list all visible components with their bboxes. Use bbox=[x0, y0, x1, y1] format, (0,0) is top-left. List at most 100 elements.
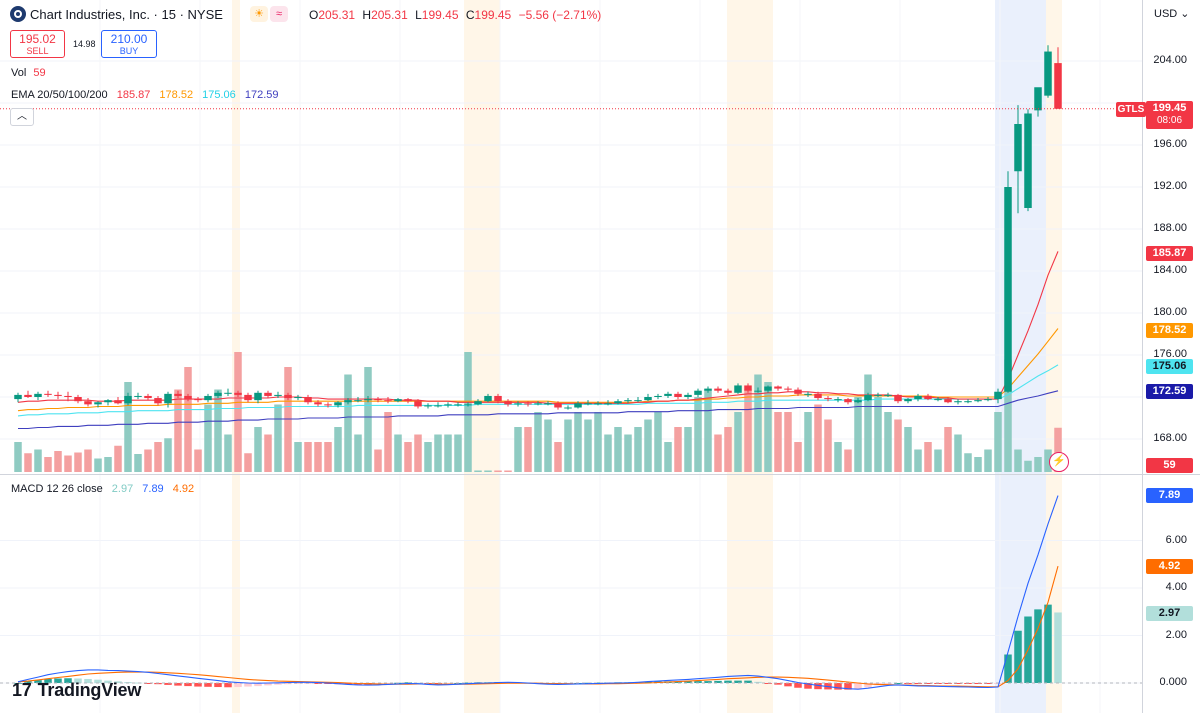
alert-bolt-icon[interactable]: ⚡ bbox=[1049, 452, 1069, 472]
ema50-price-label: 178.52 bbox=[1146, 323, 1193, 338]
buy-button[interactable]: 210.00 BUY bbox=[101, 30, 157, 58]
candle-body bbox=[164, 393, 172, 404]
candle-body bbox=[854, 400, 862, 403]
macd-histogram-bar bbox=[1034, 609, 1042, 683]
candle-body bbox=[74, 397, 82, 402]
symbol-title[interactable]: Chart Industries, Inc. · 15 · NYSE bbox=[30, 7, 223, 22]
dividends-wave-icon[interactable]: ≈ bbox=[270, 6, 288, 22]
macd-histogram-bar bbox=[804, 683, 812, 689]
macd-histogram-bar bbox=[814, 683, 822, 690]
volume-bar bbox=[1014, 449, 1022, 472]
session-backgrounds bbox=[232, 0, 1062, 713]
candle-body bbox=[934, 399, 942, 401]
macd-histogram-bar bbox=[254, 683, 262, 687]
volume-bar bbox=[514, 427, 522, 472]
macd-histogram-bar bbox=[844, 683, 852, 690]
volume-bar bbox=[164, 438, 172, 472]
volume-bar bbox=[984, 449, 992, 472]
candle-body bbox=[44, 393, 52, 395]
volume-bar bbox=[944, 427, 952, 472]
volume-bar bbox=[504, 470, 512, 472]
volume-bar bbox=[334, 427, 342, 472]
candle-body bbox=[674, 393, 682, 397]
candle-body bbox=[544, 403, 552, 405]
candle-body bbox=[614, 401, 622, 404]
volume-bar bbox=[204, 404, 212, 472]
candle-body bbox=[494, 395, 502, 402]
volume-legend[interactable]: Vol 59 bbox=[11, 67, 46, 79]
current-price-label: 199.45 08:06 bbox=[1146, 101, 1193, 129]
volume-bar bbox=[804, 412, 812, 472]
macd-histogram-bar bbox=[784, 683, 792, 687]
candle-body bbox=[754, 390, 762, 392]
candle-body bbox=[34, 393, 42, 397]
volume-bar bbox=[234, 352, 242, 472]
volume-bar bbox=[154, 442, 162, 472]
volume-bar bbox=[594, 412, 602, 472]
candle-body bbox=[524, 403, 532, 405]
candle-body bbox=[984, 399, 992, 401]
macd-tick-label: 6.00 bbox=[1165, 533, 1187, 546]
price-tick-label: 196.00 bbox=[1153, 138, 1187, 150]
currency-selector[interactable]: USD ⌄ bbox=[1154, 8, 1190, 20]
volume-bar bbox=[1004, 359, 1012, 472]
macd-histogram-bar bbox=[234, 683, 242, 688]
volume-bar bbox=[194, 449, 202, 472]
grid-lines bbox=[0, 0, 1142, 713]
ema50-line bbox=[17, 328, 1059, 412]
candle-body bbox=[714, 388, 722, 391]
price-tick-label: 184.00 bbox=[1153, 264, 1187, 276]
extended-session-band bbox=[1046, 0, 1062, 713]
macd-histogram-bar bbox=[244, 683, 252, 687]
macd-line bbox=[17, 495, 1059, 690]
macd-legend[interactable]: MACD 12 26 close 2.97 7.89 4.92 bbox=[11, 483, 195, 495]
market-hours-sun-icon[interactable]: ☀ bbox=[250, 6, 268, 22]
macd-histogram-bar bbox=[924, 683, 932, 684]
candle-body bbox=[124, 395, 132, 404]
candle-body bbox=[14, 394, 22, 400]
candle-body bbox=[924, 395, 932, 400]
volume-bar bbox=[834, 442, 842, 472]
candle-body bbox=[1004, 187, 1012, 392]
sell-button[interactable]: 195.02 SELL bbox=[10, 30, 65, 58]
volume-bar bbox=[424, 442, 432, 472]
candle-body bbox=[114, 400, 122, 404]
candle-body bbox=[204, 395, 212, 401]
volume-bar bbox=[914, 449, 922, 472]
candle-body bbox=[824, 398, 832, 400]
volume-bar bbox=[394, 434, 402, 472]
price-tick-label: 188.00 bbox=[1153, 222, 1187, 234]
candle-body bbox=[574, 403, 582, 408]
candle-body bbox=[744, 385, 752, 391]
candle-body bbox=[214, 392, 222, 396]
macd-histogram-bar bbox=[794, 683, 802, 688]
candle-body bbox=[814, 393, 822, 399]
macd-price-label: 7.89 bbox=[1146, 488, 1193, 503]
candle-body bbox=[54, 394, 62, 396]
volume-bar bbox=[694, 397, 702, 472]
collapse-legend-button[interactable]: ︿ bbox=[10, 108, 34, 126]
volume-bar bbox=[974, 457, 982, 472]
volume-bar bbox=[784, 412, 792, 472]
candle-body bbox=[784, 388, 792, 390]
candle-body bbox=[144, 395, 152, 399]
volume-bar bbox=[444, 434, 452, 472]
macd-histogram-bar bbox=[94, 679, 102, 683]
macd-histogram-bar bbox=[34, 680, 42, 683]
macd-tick-label: 2.00 bbox=[1165, 628, 1187, 641]
price-change: −5.56 (−2.71%) bbox=[518, 8, 602, 22]
macd-histogram-bar bbox=[1044, 604, 1052, 683]
volume-bar bbox=[184, 367, 192, 472]
candle-body bbox=[194, 399, 202, 401]
macd-histogram-bar bbox=[194, 683, 202, 687]
candle-body bbox=[554, 403, 562, 408]
ema-legend[interactable]: EMA 20/50/100/200 185.87 178.52 175.06 1… bbox=[11, 89, 279, 101]
price-tick-label: 204.00 bbox=[1153, 54, 1187, 66]
macd-histogram-bar bbox=[1054, 612, 1062, 683]
volume-bar bbox=[774, 412, 782, 472]
volume-bar bbox=[294, 442, 302, 472]
candle-body bbox=[414, 401, 422, 407]
candle-body bbox=[774, 386, 782, 389]
